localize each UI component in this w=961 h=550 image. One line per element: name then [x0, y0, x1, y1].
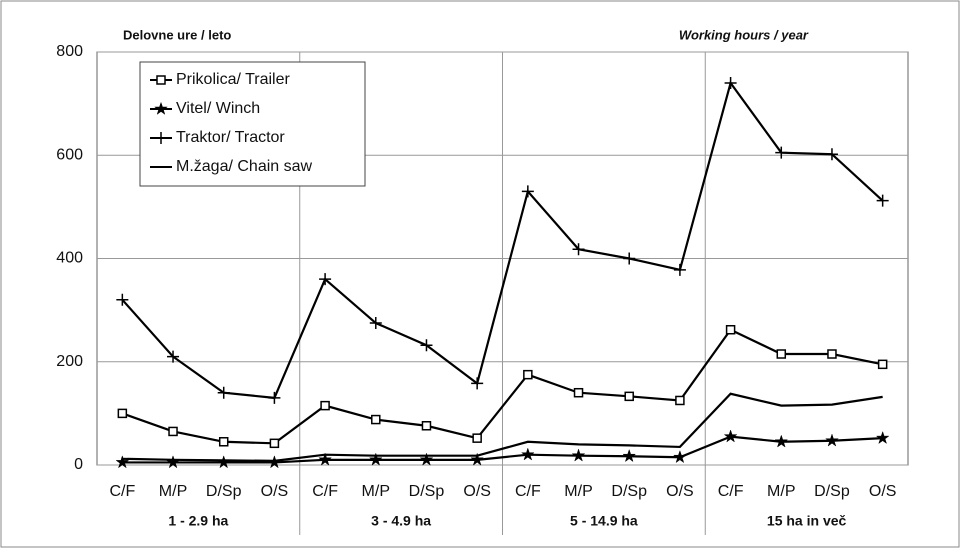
group-label: 15 ha in več: [767, 513, 847, 529]
marker: [117, 408, 128, 419]
x-tick-label: C/F: [312, 483, 338, 500]
legend-label: Prikolica/ Trailer: [176, 71, 290, 88]
y-tick-label: 800: [56, 43, 83, 60]
legend-marker: [156, 75, 166, 85]
marker: [523, 369, 533, 380]
marker: [470, 452, 485, 466]
marker: [673, 263, 686, 276]
group-label: 1 - 2.9 ha: [168, 513, 228, 529]
marker: [724, 76, 737, 89]
marker: [218, 437, 229, 447]
x-tick-label: D/Sp: [814, 483, 850, 500]
marker: [725, 324, 736, 335]
marker: [166, 455, 180, 469]
y-tick-label: 0: [74, 456, 83, 473]
legend-label: Vitel/ Winch: [176, 100, 260, 117]
marker: [723, 429, 738, 443]
marker: [320, 400, 330, 411]
legend-label: Traktor/ Tractor: [176, 129, 285, 146]
marker: [675, 395, 685, 406]
marker: [369, 317, 382, 330]
marker: [827, 349, 837, 359]
marker: [875, 430, 890, 445]
x-tick-label: O/S: [869, 483, 897, 500]
marker: [825, 433, 839, 447]
x-tick-label: C/F: [515, 483, 541, 500]
marker: [521, 185, 534, 198]
group-label: 3 - 4.9 ha: [371, 513, 431, 529]
marker: [572, 243, 585, 256]
marker: [775, 146, 788, 159]
x-tick-label: M/P: [362, 483, 390, 500]
x-tick-label: O/S: [463, 483, 491, 500]
marker: [371, 414, 381, 425]
marker: [776, 349, 787, 359]
x-tick-label: D/Sp: [611, 483, 647, 500]
marker: [421, 421, 432, 431]
x-tick-label: M/P: [767, 483, 795, 500]
x-tick-label: M/P: [159, 483, 187, 500]
marker: [269, 438, 280, 449]
series-line: [122, 435, 883, 464]
legend-marker: [154, 101, 168, 115]
marker: [319, 273, 332, 286]
y-tick-label: 600: [56, 146, 83, 163]
marker: [571, 448, 586, 462]
marker: [520, 447, 535, 461]
y-tick-label: 400: [56, 250, 83, 267]
marker: [472, 433, 482, 443]
series-line: [121, 80, 884, 400]
x-tick-label: O/S: [666, 483, 694, 500]
marker: [672, 450, 687, 464]
y-tick-label: 200: [56, 353, 83, 370]
y-axis-label-en: Working hours / year: [679, 27, 809, 42]
x-tick-label: M/P: [564, 483, 592, 500]
x-tick-label: C/F: [109, 483, 135, 500]
marker: [115, 455, 130, 469]
marker: [623, 252, 636, 265]
marker: [877, 359, 888, 370]
marker: [774, 434, 789, 448]
marker: [471, 377, 484, 390]
group-label: 5 - 14.9 ha: [570, 513, 638, 529]
x-tick-label: D/Sp: [206, 483, 242, 500]
marker: [116, 293, 129, 306]
legend-marker: [155, 132, 167, 144]
marker: [168, 426, 178, 437]
legend-box: [139, 61, 366, 187]
marker: [825, 148, 838, 161]
y-axis-label: Delovne ure / leto: [123, 27, 231, 42]
marker: [217, 386, 230, 399]
series-line: [122, 392, 883, 462]
x-tick-label: C/F: [718, 483, 744, 500]
marker: [624, 391, 634, 402]
marker: [420, 339, 433, 352]
marker: [876, 194, 889, 207]
legend: Prikolica/ Trailer Vitel/ Winch Traktor/ T…: [139, 61, 366, 187]
series-line: [121, 328, 883, 445]
marker: [318, 452, 333, 466]
marker: [419, 452, 434, 466]
marker: [622, 448, 637, 463]
x-tick-label: D/Sp: [409, 483, 445, 500]
marker: [167, 350, 180, 363]
legend-label: M.žaga/ Chain saw: [176, 158, 313, 175]
marker: [368, 452, 383, 466]
x-tick-label: O/S: [261, 483, 289, 500]
marker: [216, 455, 231, 469]
marker: [268, 391, 281, 404]
marker: [573, 387, 584, 398]
